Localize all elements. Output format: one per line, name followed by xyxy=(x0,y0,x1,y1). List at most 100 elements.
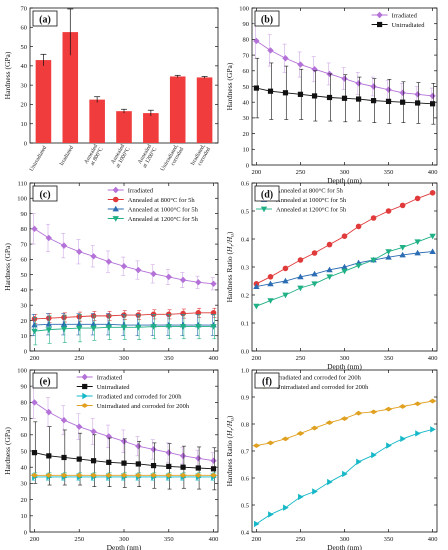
data-point xyxy=(31,399,38,406)
series-line xyxy=(34,402,214,462)
y-tick-label: 0 xyxy=(246,162,249,169)
legend-label: Annealed at 800°C for 5h xyxy=(276,188,344,195)
y-axis-label: Hardness (GPa) xyxy=(3,243,12,291)
legend-marker xyxy=(82,392,88,400)
y-tick-label: 0.5 xyxy=(241,208,249,215)
data-point xyxy=(326,241,333,248)
legend: Irradiated Unirradiated xyxy=(371,11,425,29)
panel-label-frame xyxy=(32,185,58,202)
data-point xyxy=(385,208,392,214)
legend-marker xyxy=(376,11,383,19)
data-point xyxy=(105,313,112,319)
x-tick-label: 300 xyxy=(340,355,350,362)
x-tick-label: 200 xyxy=(252,355,262,362)
x-tick-label: 200 xyxy=(252,169,262,176)
y-tick-label: 30 xyxy=(21,302,28,309)
data-point xyxy=(120,263,128,270)
data-point xyxy=(371,451,377,459)
data-point xyxy=(60,472,68,478)
data-point xyxy=(194,472,203,478)
y-tick-label: 20 xyxy=(21,318,28,325)
y-tick-label: 70 xyxy=(21,5,28,12)
data-point xyxy=(195,465,201,471)
data-point xyxy=(61,314,67,321)
series xyxy=(31,213,217,291)
y-tick-label: 50 xyxy=(21,448,28,455)
legend-label: Irradiated xyxy=(97,375,123,382)
y-tick-label: 80 xyxy=(21,226,28,233)
y-axis-label: Hardness Ratio (Hr/Hu) xyxy=(225,231,236,302)
data-point xyxy=(45,327,52,333)
y-tick-label: 70 xyxy=(243,52,250,59)
data-point xyxy=(283,504,289,511)
data-point xyxy=(45,321,52,327)
panel-b: 0 10 20 30 40 50 60 70 80 90 100 200 250 300 350 400 Dep… xyxy=(225,5,437,185)
y-tick-label: 40 xyxy=(21,465,28,472)
data-point xyxy=(355,223,362,230)
y-tick-label: 100 xyxy=(17,196,27,203)
data-point xyxy=(120,438,128,445)
data-point xyxy=(60,321,68,327)
panel-c: 0 10 20 30 40 50 60 70 80 90 100 110 200 250 300 350 400… xyxy=(3,180,219,362)
legend-label: Irradiated and corroded for 200h xyxy=(276,375,362,382)
y-tick-label: 90 xyxy=(243,21,250,28)
x-tick-label: 400 xyxy=(428,169,438,176)
y-tick-label: 0.4 xyxy=(241,236,250,243)
plot-frame xyxy=(251,369,438,533)
x-tick-label: 400 xyxy=(209,355,219,362)
series xyxy=(30,472,218,479)
data-point xyxy=(75,472,84,478)
data-point xyxy=(76,248,83,255)
y-tick-label: 60 xyxy=(21,257,28,264)
data-point xyxy=(429,190,436,196)
data-point xyxy=(386,442,392,449)
data-point xyxy=(354,410,363,416)
panel-d: 0.0 0.1 0.2 0.3 0.4 0.5 0.6 200 250 300 350 400 Dept… xyxy=(225,180,437,371)
legend-marker xyxy=(82,383,88,390)
data-point xyxy=(385,98,392,105)
x-axis-label: Depth (nm) xyxy=(327,176,362,185)
data-point xyxy=(164,472,173,478)
data-point xyxy=(45,234,52,242)
data-point xyxy=(297,285,304,292)
data-point xyxy=(311,250,318,256)
data-point xyxy=(105,324,112,331)
data-point xyxy=(76,456,82,462)
data-point xyxy=(31,328,38,335)
panel-label: (e) xyxy=(39,377,50,388)
panel-e: 0 10 20 30 40 50 60 70 80 90 100 200 250 300 350 400 Dep… xyxy=(3,367,219,550)
data-point xyxy=(150,462,157,469)
x-tick-label: 400 xyxy=(209,536,219,543)
data-point xyxy=(341,95,348,101)
data-point xyxy=(210,310,217,316)
data-point xyxy=(209,472,218,478)
y-tick-label: 0.6 xyxy=(241,180,250,187)
data-point xyxy=(297,61,304,68)
legend-marker xyxy=(112,186,119,194)
data-point xyxy=(165,449,172,456)
y-tick-label: 50 xyxy=(243,84,250,91)
y-tick-label: 10 xyxy=(21,333,28,340)
data-point xyxy=(180,464,186,470)
y-tick-label: 0.9 xyxy=(241,394,249,401)
series-line xyxy=(256,428,433,525)
x-tick-label: 250 xyxy=(296,169,306,176)
bar xyxy=(116,111,132,143)
data-point xyxy=(356,458,362,465)
data-point xyxy=(150,324,157,330)
series xyxy=(252,398,437,448)
y-tick-label: 0 xyxy=(24,348,27,355)
panel-label: (b) xyxy=(261,15,273,26)
data-point xyxy=(326,94,333,101)
data-point xyxy=(398,404,407,409)
data-point xyxy=(90,321,97,327)
data-point xyxy=(45,408,52,416)
data-point xyxy=(252,443,261,448)
y-tick-label: 0 xyxy=(24,529,27,536)
x-tick-label: 300 xyxy=(119,355,129,362)
data-point xyxy=(414,91,421,98)
data-point xyxy=(267,47,274,54)
legend-label: Unirradiated xyxy=(97,384,131,391)
y-tick-label: 90 xyxy=(21,211,28,218)
data-point xyxy=(210,466,217,472)
